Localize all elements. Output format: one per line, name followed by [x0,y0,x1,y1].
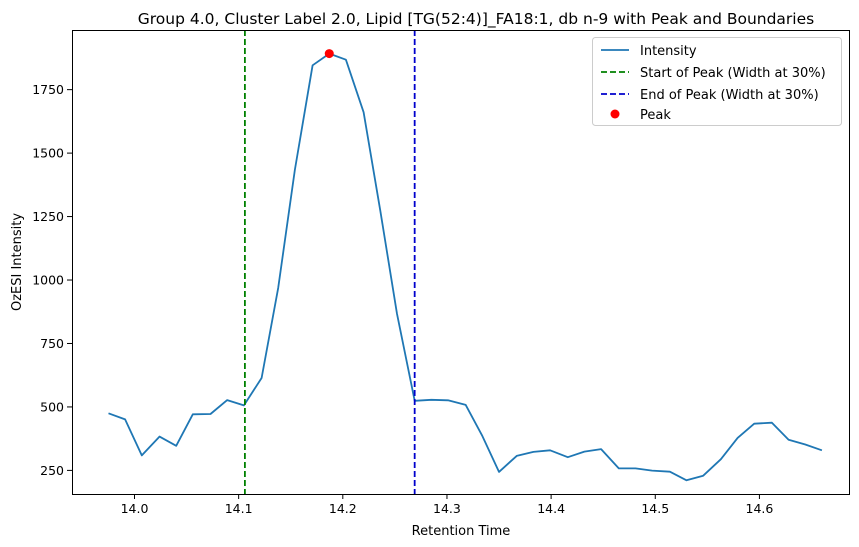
y-axis-label: OzESI Intensity [10,213,25,311]
y-tick-label: 250 [40,463,64,478]
y-tick-label: 500 [40,399,64,414]
x-tick-label: 14.3 [433,501,461,516]
x-tick-label: 14.4 [537,501,565,516]
axes-frame [72,30,850,495]
y-tick-label: 1500 [32,146,64,161]
x-tick-label: 14.0 [121,501,149,516]
y-axis: 250 500 750 1000 1250 1500 1750 [32,82,72,478]
plot-area [108,30,823,494]
series-line-intensity [108,52,823,482]
legend-start-peak-label: Start of Peak (Width at 30%) [640,66,826,81]
x-tick-label: 14.2 [329,501,357,516]
x-axis: 14.0 14.1 14.2 14.3 14.4 14.5 14.6 [121,494,774,516]
chart-title: Group 4.0, Cluster Label 2.0, Lipid [TG(… [138,10,814,29]
legend-end-peak-label: End of Peak (Width at 30%) [640,88,819,103]
x-tick-label: 14.5 [641,501,669,516]
y-tick-label: 1000 [32,273,64,288]
legend-peak-label: Peak [640,108,671,123]
x-tick-label: 14.1 [225,501,253,516]
legend-peak-swatch [610,109,620,119]
peak-marker [324,49,334,59]
y-tick-label: 1750 [32,82,64,97]
y-tick-label: 1250 [32,209,64,224]
x-axis-label: Retention Time [412,524,511,539]
legend-intensity-label: Intensity [640,44,697,59]
x-tick-label: 14.6 [746,501,774,516]
legend: Intensity Start of Peak (Width at 30%) E… [592,37,842,126]
legend-box [592,37,842,126]
y-tick-label: 750 [40,336,64,351]
